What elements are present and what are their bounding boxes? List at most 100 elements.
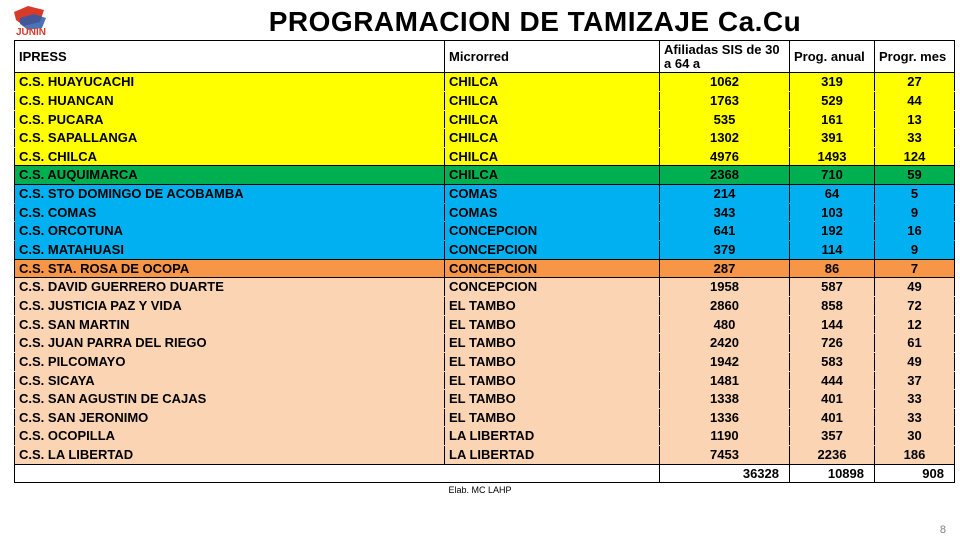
cell-afiliadas: 343	[660, 203, 790, 222]
cell-afiliadas: 1062	[660, 73, 790, 92]
cell-afiliadas: 1338	[660, 390, 790, 409]
cell-microrred: CONCEPCION	[445, 259, 660, 278]
cell-ipress: C.S. PILCOMAYO	[15, 352, 445, 371]
cell-mes: 27	[875, 73, 955, 92]
cell-anual: 444	[790, 371, 875, 390]
table-row: C.S. JUSTICIA PAZ Y VIDAEL TAMBO28608587…	[15, 296, 955, 315]
cell-microrred: CONCEPCION	[445, 222, 660, 241]
cell-afiliadas: 287	[660, 259, 790, 278]
cell-ipress: C.S. COMAS	[15, 203, 445, 222]
table-row: C.S. STO DOMINGO DE ACOBAMBACOMAS214645	[15, 185, 955, 204]
cell-mes: 33	[875, 129, 955, 148]
tamizaje-table: IPRESS Microrred Afiliadas SIS de 30 a 6…	[14, 40, 955, 483]
cell-ipress: C.S. SAN JERONIMO	[15, 408, 445, 427]
header-mes: Progr. mes	[875, 41, 955, 73]
cell-anual: 144	[790, 315, 875, 334]
cell-total: 908	[875, 464, 955, 483]
cell-microrred: CHILCA	[445, 166, 660, 185]
cell-anual: 103	[790, 203, 875, 222]
cell-afiliadas: 1958	[660, 278, 790, 297]
cell-ipress: C.S. ORCOTUNA	[15, 222, 445, 241]
cell-anual: 858	[790, 296, 875, 315]
cell-mes: 186	[875, 446, 955, 465]
table-row: C.S. DAVID GUERRERO DUARTECONCEPCION1958…	[15, 278, 955, 297]
cell-afiliadas: 1763	[660, 91, 790, 110]
cell-microrred: COMAS	[445, 203, 660, 222]
cell-afiliadas: 480	[660, 315, 790, 334]
cell-afiliadas: 2860	[660, 296, 790, 315]
cell-afiliadas: 2368	[660, 166, 790, 185]
cell-anual: 529	[790, 91, 875, 110]
table-row: C.S. STA. ROSA DE OCOPACONCEPCION287867	[15, 259, 955, 278]
cell-ipress: C.S. PUCARA	[15, 110, 445, 129]
cell-afiliadas: 7453	[660, 446, 790, 465]
cell-ipress: C.S. SAPALLANGA	[15, 129, 445, 148]
cell-microrred: CONCEPCION	[445, 278, 660, 297]
cell-mes: 124	[875, 147, 955, 166]
cell-afiliadas: 641	[660, 222, 790, 241]
cell-mes: 16	[875, 222, 955, 241]
cell-anual: 192	[790, 222, 875, 241]
cell-ipress: C.S. STO DOMINGO DE ACOBAMBA	[15, 185, 445, 204]
cell-microrred: EL TAMBO	[445, 408, 660, 427]
cell-ipress: C.S. SAN MARTIN	[15, 315, 445, 334]
cell-afiliadas: 2420	[660, 334, 790, 353]
cell-mes: 72	[875, 296, 955, 315]
cell-microrred: LA LIBERTAD	[445, 446, 660, 465]
cell-microrred: CHILCA	[445, 91, 660, 110]
cell-anual: 161	[790, 110, 875, 129]
table-row: C.S. SAN JERONIMOEL TAMBO133640133	[15, 408, 955, 427]
cell-ipress: C.S. SAN AGUSTIN DE CAJAS	[15, 390, 445, 409]
cell-anual: 2236	[790, 446, 875, 465]
slide-number: 8	[940, 524, 946, 536]
cell-ipress: C.S. SICAYA	[15, 371, 445, 390]
cell-mes: 59	[875, 166, 955, 185]
cell-mes: 33	[875, 408, 955, 427]
table-row: C.S. MATAHUASICONCEPCION3791149	[15, 241, 955, 260]
cell-empty	[15, 464, 445, 483]
cell-mes: 37	[875, 371, 955, 390]
cell-ipress: C.S. OCOPILLA	[15, 427, 445, 446]
cell-afiliadas: 379	[660, 241, 790, 260]
cell-anual: 726	[790, 334, 875, 353]
table-row: C.S. JUAN PARRA DEL RIEGOEL TAMBO2420726…	[15, 334, 955, 353]
cell-total: 36328	[660, 464, 790, 483]
cell-total: 10898	[790, 464, 875, 483]
table-row: C.S. SICAYAEL TAMBO148144437	[15, 371, 955, 390]
cell-mes: 61	[875, 334, 955, 353]
slide: JUNIN PROGRAMACION DE TAMIZAJE Ca.Cu IPR…	[0, 0, 960, 540]
cell-ipress: C.S. AUQUIMARCA	[15, 166, 445, 185]
cell-anual: 401	[790, 408, 875, 427]
header-afiliadas: Afiliadas SIS de 30 a 64 a	[660, 41, 790, 73]
table-row: C.S. PUCARACHILCA53516113	[15, 110, 955, 129]
cell-mes: 7	[875, 259, 955, 278]
table-row: C.S. LA LIBERTADLA LIBERTAD74532236186	[15, 446, 955, 465]
table-row: C.S. COMASCOMAS3431039	[15, 203, 955, 222]
cell-ipress: C.S. HUANCAN	[15, 91, 445, 110]
cell-anual: 319	[790, 73, 875, 92]
cell-ipress: C.S. HUAYUCACHI	[15, 73, 445, 92]
cell-anual: 583	[790, 352, 875, 371]
cell-mes: 9	[875, 241, 955, 260]
cell-microrred: EL TAMBO	[445, 371, 660, 390]
table-row: C.S. SAN AGUSTIN DE CAJASEL TAMBO1338401…	[15, 390, 955, 409]
cell-ipress: C.S. LA LIBERTAD	[15, 446, 445, 465]
cell-afiliadas: 1190	[660, 427, 790, 446]
cell-microrred: CHILCA	[445, 147, 660, 166]
cell-microrred: CONCEPCION	[445, 241, 660, 260]
cell-ipress: C.S. JUSTICIA PAZ Y VIDA	[15, 296, 445, 315]
cell-anual: 1493	[790, 147, 875, 166]
table-body: C.S. HUAYUCACHICHILCA106231927C.S. HUANC…	[15, 73, 955, 483]
cell-mes: 9	[875, 203, 955, 222]
table-row: C.S. SAPALLANGACHILCA130239133	[15, 129, 955, 148]
page-title: PROGRAMACION DE TAMIZAJE Ca.Cu	[124, 6, 946, 38]
cell-anual: 86	[790, 259, 875, 278]
cell-afiliadas: 1481	[660, 371, 790, 390]
cell-microrred: EL TAMBO	[445, 315, 660, 334]
cell-mes: 30	[875, 427, 955, 446]
logo: JUNIN	[10, 4, 82, 36]
cell-ipress: C.S. DAVID GUERRERO DUARTE	[15, 278, 445, 297]
header-microrred: Microrred	[445, 41, 660, 73]
header-anual: Prog. anual	[790, 41, 875, 73]
cell-anual: 391	[790, 129, 875, 148]
